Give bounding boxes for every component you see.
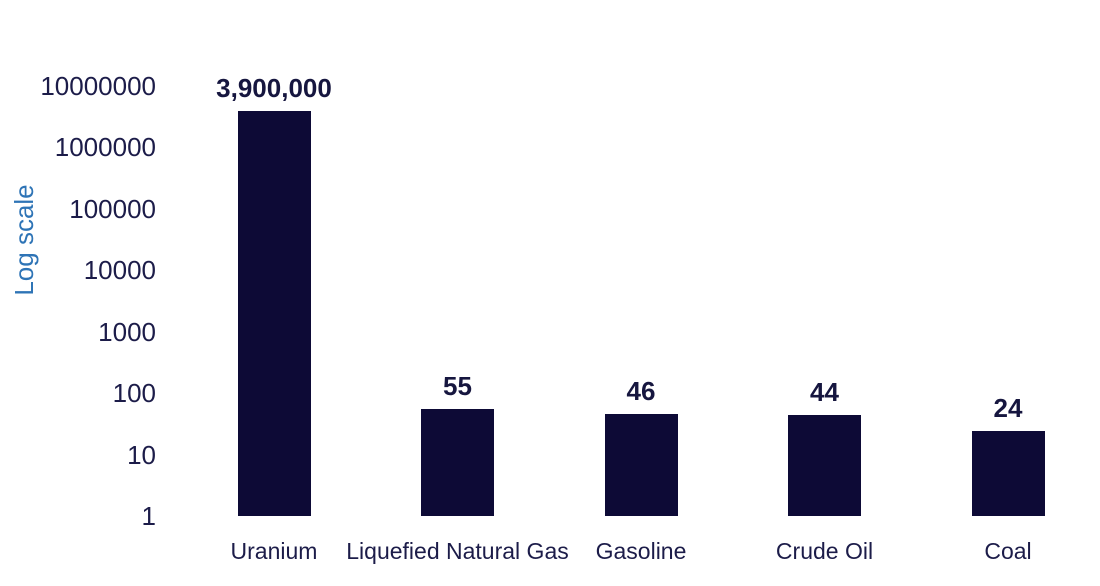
bar (788, 415, 861, 516)
y-axis-tick-label: 10000000 (40, 71, 156, 101)
y-axis-tick-label: 1000000 (54, 132, 156, 163)
y-axis-tick-label: 1 (141, 501, 156, 531)
x-axis-category-label: Uranium (230, 538, 318, 564)
x-axis-category-label: Coal (984, 538, 1032, 564)
y-axis-label: Log scale (9, 184, 39, 296)
x-axis-category-label: Liquefied Natural Gas (346, 538, 569, 564)
x-axis-category-label: Gasoline (595, 538, 687, 564)
y-axis-tick-label: 1000 (98, 316, 156, 347)
y-axis-tick-label: 100000 (69, 193, 156, 224)
y-axis-tick-label: 100 (112, 378, 156, 409)
y-axis-tick-label: 10 (127, 439, 156, 470)
bar (604, 413, 678, 516)
bar-value-label: 55 (443, 371, 472, 402)
y-axis-tick-label: 10000 (83, 255, 156, 286)
bar (971, 431, 1045, 516)
x-axis-category-label: Crude Oil (775, 538, 874, 564)
bar-value-label: 24 (993, 393, 1023, 424)
bar-value-label: 3,900,000 (216, 73, 332, 104)
bar (421, 409, 494, 516)
bar-value-label: 44 (810, 377, 839, 408)
bar (237, 111, 311, 516)
bar-value-label: 46 (626, 375, 656, 406)
